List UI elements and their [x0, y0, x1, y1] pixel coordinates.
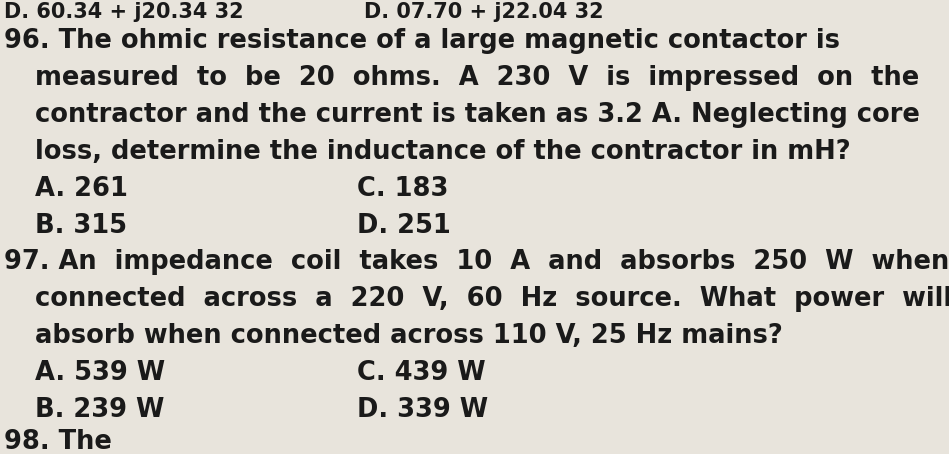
Text: D. 251: D. 251: [357, 213, 451, 239]
Text: 96. The ohmic resistance of a large magnetic contactor is: 96. The ohmic resistance of a large magn…: [4, 28, 840, 54]
Text: C. 439 W: C. 439 W: [357, 360, 486, 386]
Text: A. 539 W: A. 539 W: [35, 360, 165, 386]
Text: D. 339 W: D. 339 W: [357, 397, 488, 423]
Text: measured  to  be  20  ohms.  A  230  V  is  impressed  on  the: measured to be 20 ohms. A 230 V is impre…: [35, 65, 920, 91]
Text: D. 60.34 + j20.34 32: D. 60.34 + j20.34 32: [4, 2, 243, 22]
Text: absorb when connected across 110 V, 25 Hz mains?: absorb when connected across 110 V, 25 H…: [35, 323, 783, 349]
Text: B. 239 W: B. 239 W: [35, 397, 164, 423]
Text: C. 183: C. 183: [357, 176, 448, 202]
Text: loss, determine the inductance of the contractor in mH?: loss, determine the inductance of the co…: [35, 139, 850, 165]
Text: D. 07.70 + j22.04 32: D. 07.70 + j22.04 32: [364, 2, 604, 22]
Text: 97. An  impedance  coil  takes  10  A  and  absorbs  250  W  when: 97. An impedance coil takes 10 A and abs…: [4, 248, 949, 275]
Text: B. 315: B. 315: [35, 213, 127, 239]
Text: connected  across  a  220  V,  60  Hz  source.  What  power  will  it: connected across a 220 V, 60 Hz source. …: [35, 286, 949, 311]
Text: contractor and the current is taken as 3.2 A. Neglecting core: contractor and the current is taken as 3…: [35, 102, 920, 128]
Text: A. 261: A. 261: [35, 176, 128, 202]
Text: 98. The: 98. The: [4, 429, 112, 454]
